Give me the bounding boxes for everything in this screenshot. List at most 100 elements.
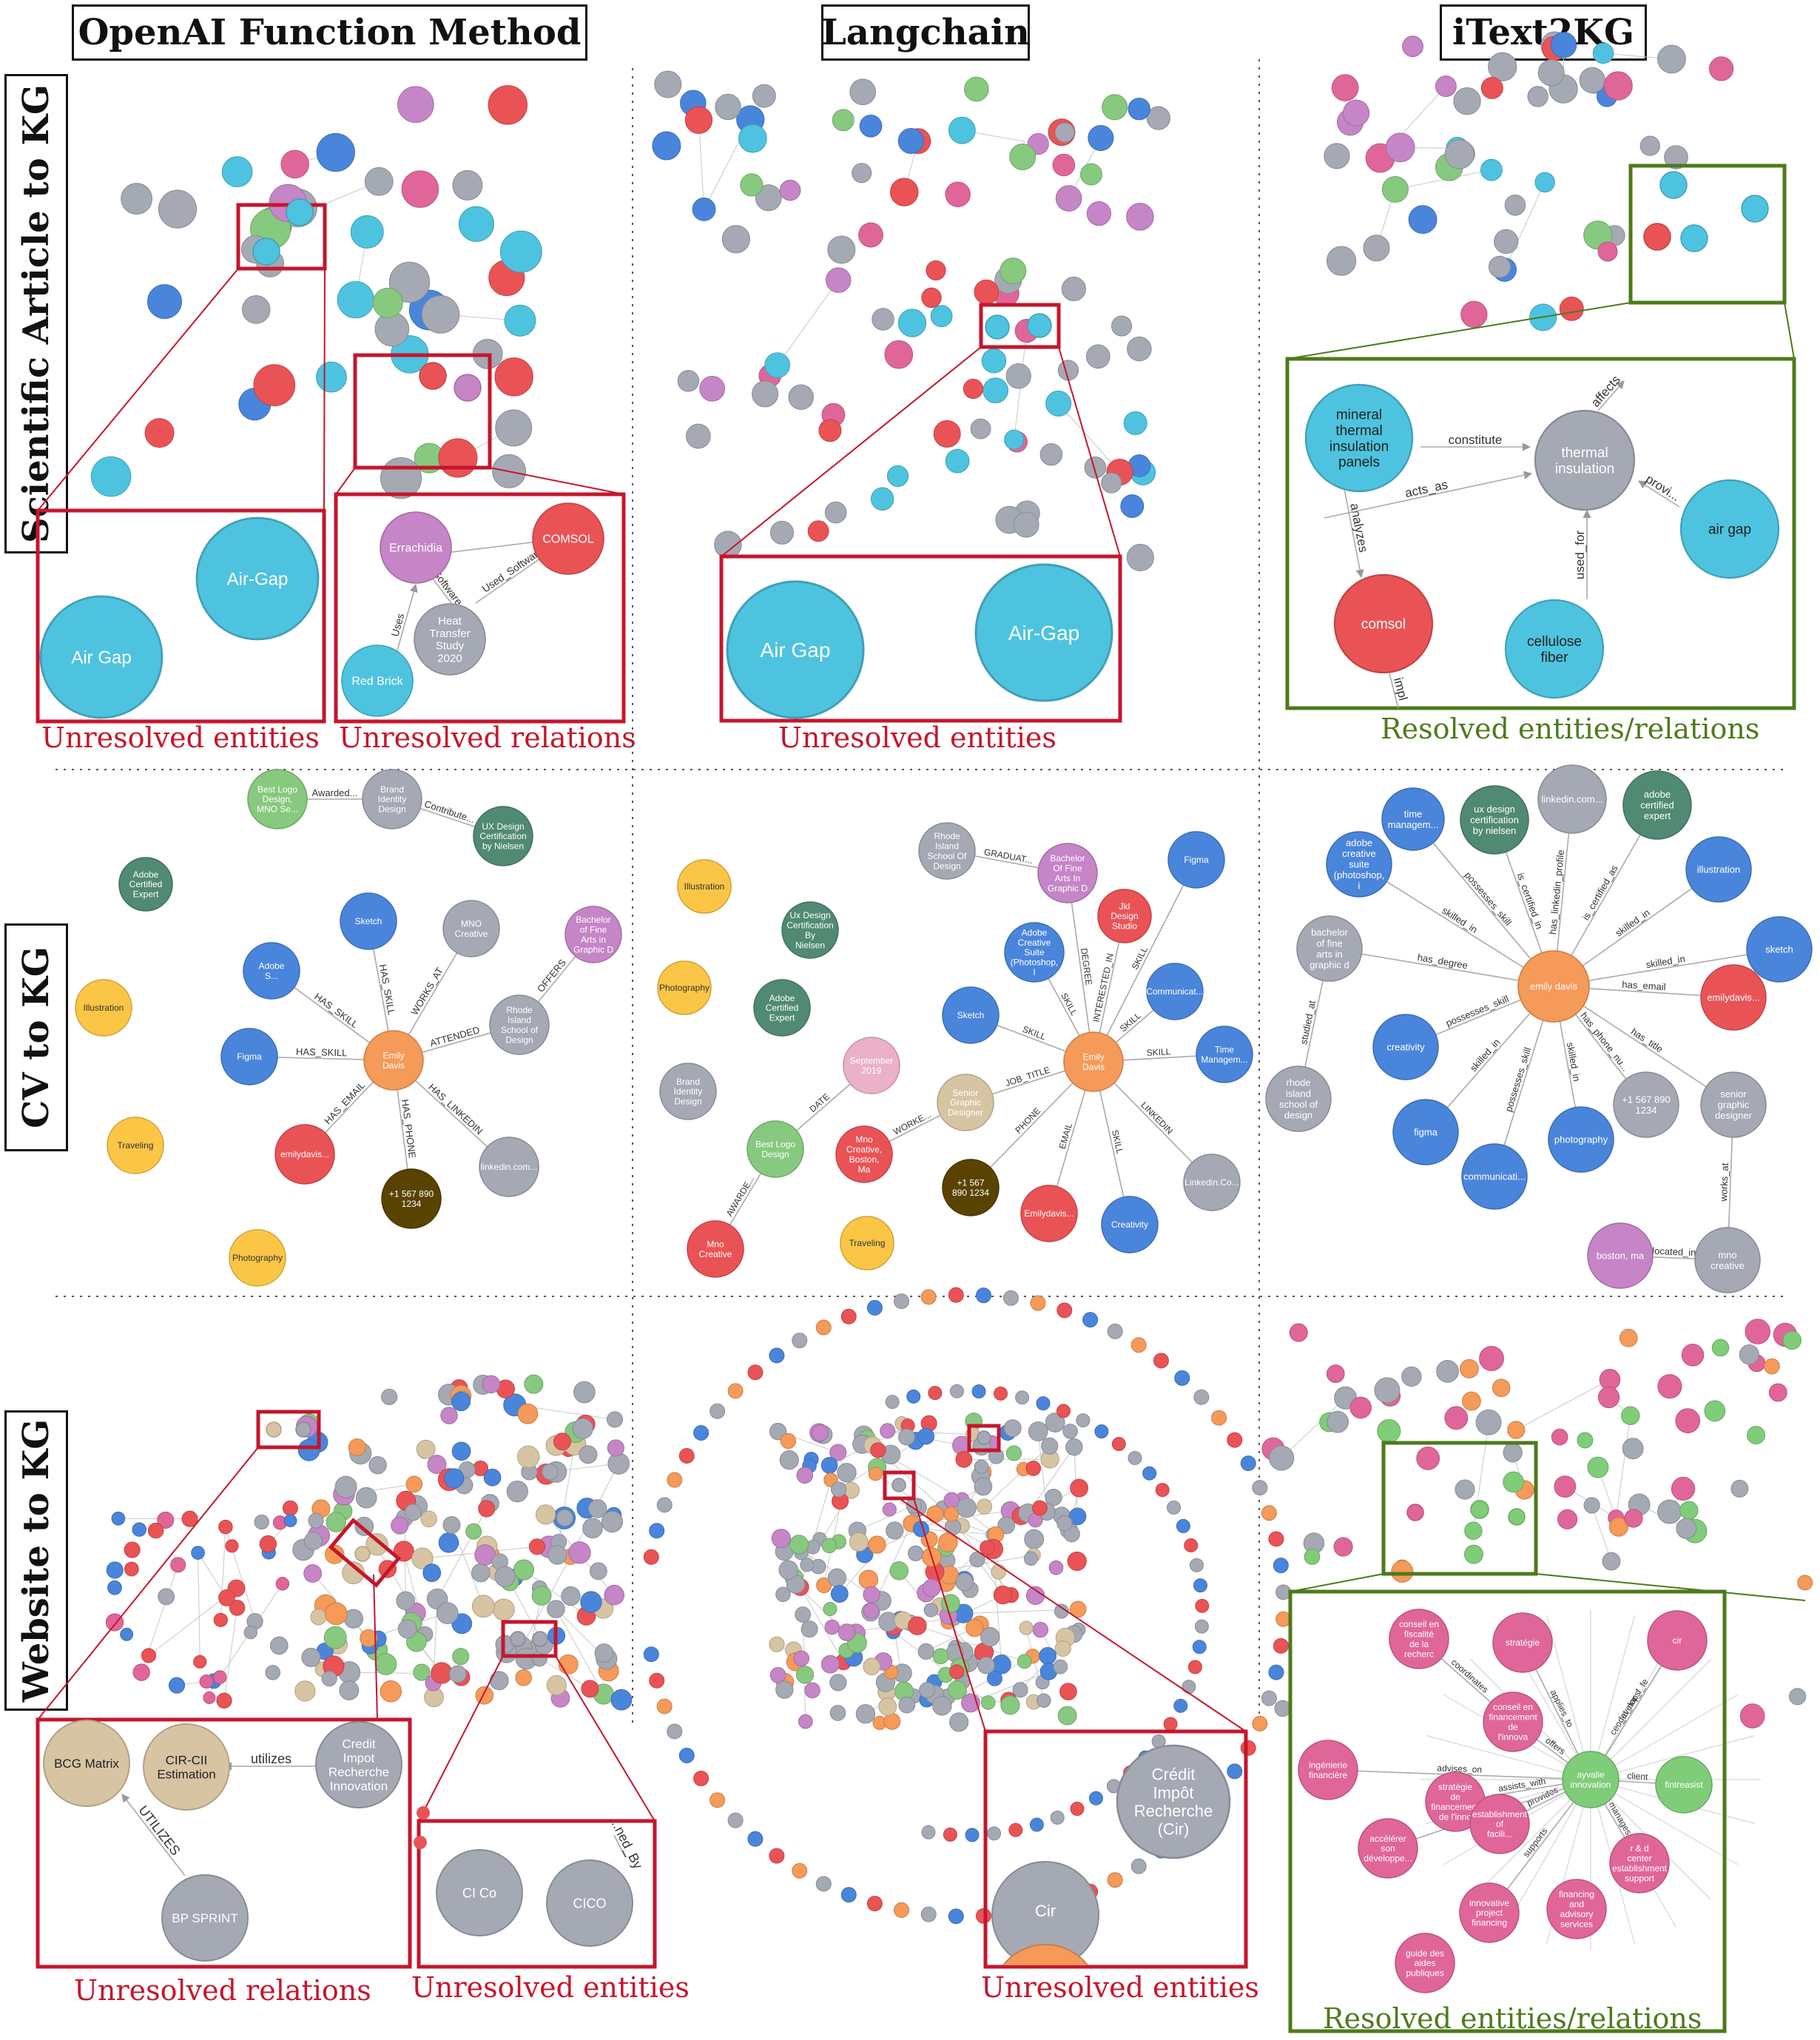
background-node [489,1671,509,1691]
svg-text:Estimation: Estimation [157,1767,215,1781]
background-node [1768,1383,1787,1402]
background-node [883,1712,901,1730]
background-node [308,1512,324,1529]
svg-text:Brand: Brand [676,1077,700,1087]
background-node [1039,442,1063,466]
background-node [804,1682,820,1699]
svg-text:graphic: graphic [1718,1100,1750,1111]
node-cir: Cir [991,1861,1099,1965]
cv-itext-node: linkedin.com... [1537,764,1607,834]
background-node [581,1680,599,1698]
node-bp-sprint: BP SPRINT [161,1874,249,1962]
background-node [1009,144,1037,171]
background-node [448,1665,467,1683]
svg-text:and: and [1569,1899,1584,1909]
background-node [452,169,483,201]
background-node [1101,472,1122,494]
ring-node [643,1549,659,1565]
background-node [788,384,814,410]
background-node [837,1623,856,1641]
background-node [945,181,971,207]
edge-utilizes: utilizes [223,1751,318,1771]
background-node [1127,336,1152,362]
background-node [812,1424,829,1442]
small-node-air-gap-2 [252,238,280,266]
svg-text:1234: 1234 [1636,1105,1657,1116]
ring-node [1227,1763,1243,1780]
ring-node [1211,1410,1227,1426]
svg-text:Design: Design [378,804,405,815]
background-node [1056,1515,1073,1532]
svg-text:Photography: Photography [232,1253,283,1263]
background-node [908,1616,927,1635]
background-node [1005,363,1031,389]
ring-node [1174,1370,1190,1386]
svg-text:CI Co: CI Co [462,1885,496,1900]
svg-text:ceo_at_nar_f_fe: ceo_at_nar_f_fe [1608,1677,1651,1737]
background-node [1559,296,1584,321]
svg-text:Adobe: Adobe [259,960,285,971]
background-node [1068,1507,1087,1526]
svg-text:Red Brick: Red Brick [351,676,403,688]
small-node-ayvalie [1470,1500,1489,1519]
background-node [1000,257,1027,285]
svg-text:of Fine: of Fine [580,924,607,935]
cv-openai-node: AdobeS... [243,942,300,1000]
background-node [889,178,919,206]
zoom-frames [36,164,1806,2033]
ring-node [1094,1424,1109,1438]
background-node [1679,1501,1699,1520]
background-node [1086,201,1112,226]
background-node [499,230,542,273]
background-node [983,377,1009,404]
background-node [1461,1391,1481,1411]
background-node [964,76,989,102]
background-node [1657,44,1686,74]
svg-text:Suite: Suite [1024,947,1045,957]
background-node [354,1516,374,1536]
svg-text:establishment: establishment [1472,1809,1528,1819]
svg-text:Emily: Emily [1082,1051,1104,1062]
background-node [1045,1489,1062,1507]
svg-text:Creative: Creative [455,929,488,939]
background-node [420,1510,437,1527]
background-node [212,1670,227,1684]
background-node [863,1586,880,1603]
cv-itext-node: communicati... [1461,1143,1528,1210]
zoom-frame-web-openai-relations [36,1717,412,1969]
background-node [827,1568,847,1587]
background-node [800,1558,815,1572]
background-node [1534,172,1555,193]
row-title-scientific-article: Scientific Article to KG [4,74,68,553]
cv-langchain-node: Communicat... [1146,963,1204,1020]
ring-node [1030,1295,1046,1311]
background-node [1639,135,1660,156]
svg-text:is_certified_as: is_certified_as [1580,863,1620,922]
node-red-brick: Red Brick [341,644,414,717]
svg-text:financière: financière [1309,1770,1347,1780]
cv-openai-node: emilydavis... [274,1124,335,1185]
cv-itext-edge: skilled_in [1553,946,1781,987]
svg-text:SKILL: SKILL [1146,1046,1171,1058]
zoom-connector-line [1784,302,1795,360]
svg-text:r & d: r & d [1630,1843,1648,1854]
cv-langchain-node: Traveling [840,1216,894,1270]
background-node [1381,175,1409,203]
ring-node [1273,1558,1289,1574]
background-node [388,261,431,303]
web-itext-node: accélérersondéveloppe... [1358,1818,1418,1879]
background-node [1708,56,1734,81]
edge-affects: affects [1588,373,1625,411]
background-node [947,1680,967,1700]
svg-text:thermal: thermal [1335,423,1382,439]
small-frame-web-langchain-b [967,1424,1001,1452]
ring-node [1082,1312,1099,1328]
background-node [488,85,528,125]
svg-text:Certified: Certified [766,1003,799,1013]
background-node [216,1692,232,1709]
background-node [1788,1688,1807,1706]
svg-text:communicati...: communicati... [1463,1171,1526,1182]
